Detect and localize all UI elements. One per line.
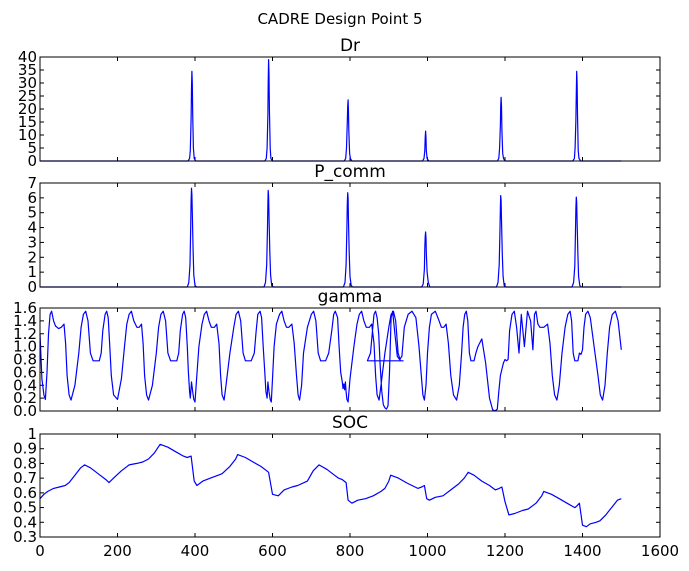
subplot-title: Dr [340, 36, 360, 56]
subplots: Dr0510152025303540P_comm01234567gamma0.0… [13, 36, 679, 560]
y-tick-label: 4 [27, 219, 37, 237]
y-tick-label: 0.5 [13, 499, 37, 517]
subplot-title: gamma [318, 287, 383, 307]
y-tick-label: 0 [27, 152, 37, 170]
subplot-title: P_comm [314, 162, 386, 182]
subplot-gamma: gamma 0.00.20.40.60.81.01.21.41.6 [13, 287, 661, 420]
series-line [39, 310, 622, 412]
y-tick-label: 0 [27, 278, 37, 296]
y-tick-label: 0.8 [13, 351, 37, 369]
x-tick-label: 0 [35, 542, 45, 560]
y-tick-label: 25 [18, 87, 37, 105]
y-tick-label: 20 [18, 100, 37, 118]
y-tick-label: 5 [27, 139, 37, 157]
y-tick-label: 30 [18, 74, 37, 92]
y-tick-label: 40 [18, 48, 37, 66]
axes-frame [39, 182, 661, 288]
y-tick-label: 35 [18, 61, 37, 79]
y-tick-label: 7 [27, 174, 37, 192]
y-tick-label: 10 [18, 126, 37, 144]
y-tick-label: 0.3 [13, 528, 37, 546]
y-tick-label: 1.4 [13, 312, 37, 330]
subplot-soc: SOC 0.30.40.50.60.70.80.91 0 200 400 600 800 10… [13, 413, 679, 560]
axes-frame [39, 56, 661, 162]
x-tick-label: 1400 [563, 542, 601, 560]
y-tick-label: 0.0 [13, 402, 37, 420]
y-tick-label: 0.4 [13, 376, 37, 394]
x-tick-label: 600 [258, 542, 287, 560]
y-tick-label: 15 [18, 113, 37, 131]
x-tick-label: 800 [336, 542, 365, 560]
x-tick-label: 1000 [408, 542, 446, 560]
series-line [40, 187, 622, 288]
y-tick-label: 0.9 [13, 440, 37, 458]
y-tick-label: 0.6 [13, 363, 37, 381]
y-tick-label: 5 [27, 204, 37, 222]
axes-frame [39, 307, 661, 412]
y-tick-label: 6 [27, 189, 37, 207]
y-tick-label: 1 [27, 263, 37, 281]
axes-frame [39, 433, 661, 538]
y-tick-label: 0.8 [13, 454, 37, 472]
y-tick-label: 2 [27, 248, 37, 266]
y-tick-label: 1.2 [13, 325, 37, 343]
y-tick-label: 0.7 [13, 469, 37, 487]
x-tick-label: 400 [181, 542, 210, 560]
x-tick-label: 200 [103, 542, 132, 560]
x-tick-label: 1600 [641, 542, 679, 560]
y-tick-label: 1.6 [13, 299, 37, 317]
x-tick-label: 1200 [486, 542, 524, 560]
series-line [40, 58, 622, 162]
y-tick-label: 0.6 [13, 484, 37, 502]
y-tick-label: 1.0 [13, 338, 37, 356]
y-tick-label: 3 [27, 233, 37, 251]
y-tick-label: 1 [27, 425, 37, 443]
y-tick-label: 0.4 [13, 513, 37, 531]
series-line [39, 443, 622, 528]
figure-title: CADRE Design Point 5 [257, 10, 422, 28]
y-tick-label: 0.2 [13, 389, 37, 407]
subplot-title: SOC [332, 413, 368, 433]
